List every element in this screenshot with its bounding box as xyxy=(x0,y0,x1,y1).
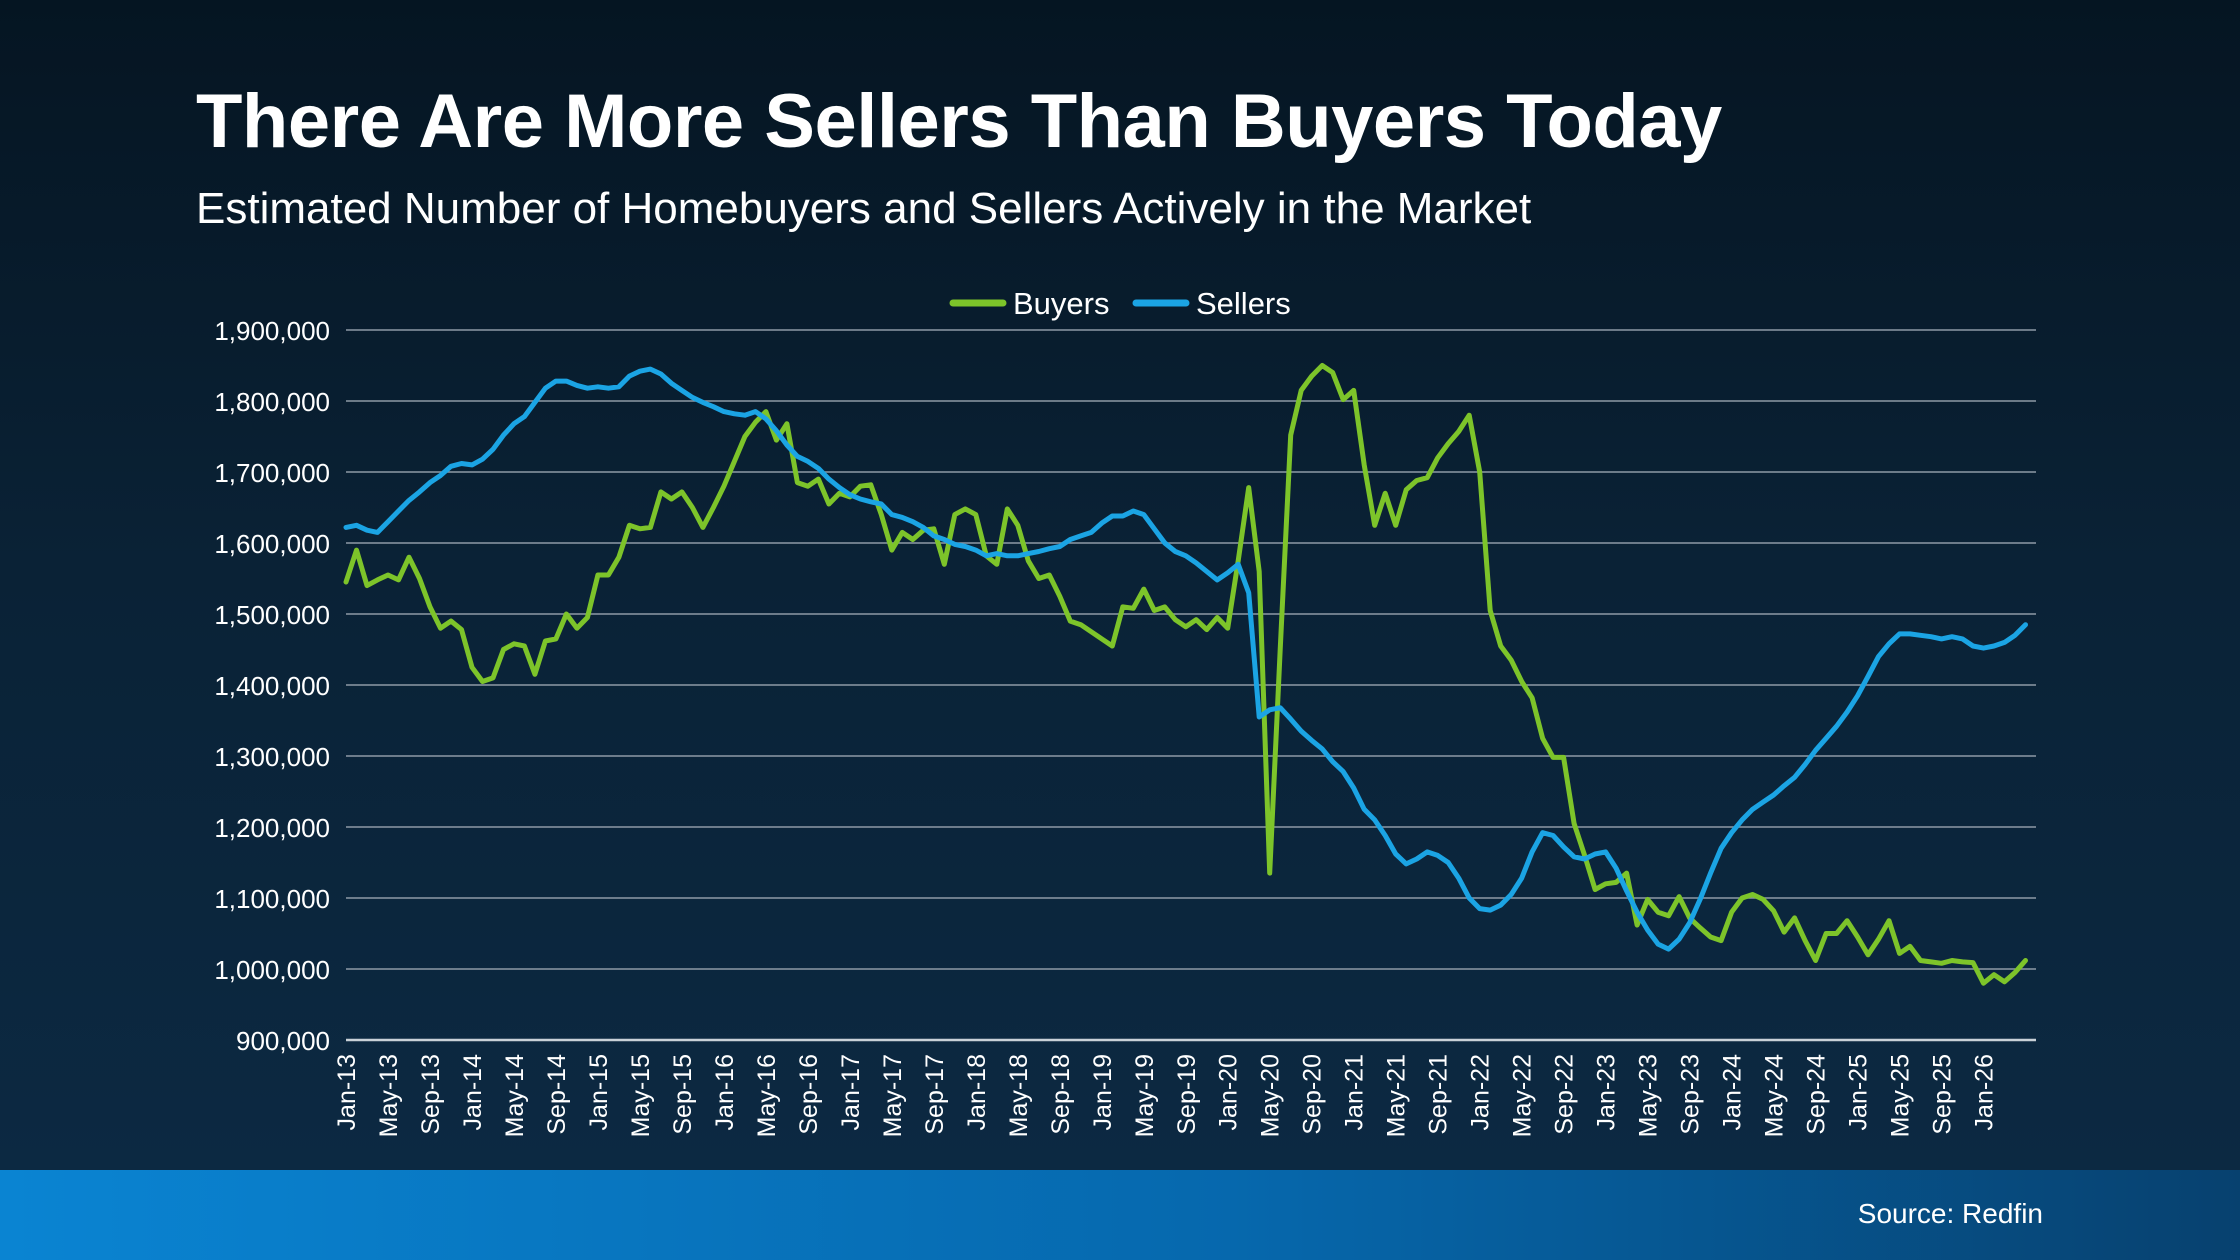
x-tick-label: May-18 xyxy=(1005,1054,1033,1137)
x-tick-label: Jan-21 xyxy=(1341,1054,1369,1130)
x-tick-label: May-21 xyxy=(1383,1054,1411,1137)
y-axis-tick-labels: 900,000 1,000,000 1,100,000 1,200,000 1,300,… xyxy=(214,316,330,1056)
x-tick-label: Jan-19 xyxy=(1089,1054,1117,1130)
y-tick-label: 1,400,000 xyxy=(214,671,330,701)
x-tick-label: Jan-13 xyxy=(333,1054,361,1130)
line-chart: 900,000 1,000,000 1,100,000 1,200,000 1,300,… xyxy=(214,286,2036,1137)
x-tick-label: May-20 xyxy=(1257,1054,1285,1137)
x-tick-label: May-24 xyxy=(1761,1054,1789,1137)
x-tick-label: Jan-17 xyxy=(837,1054,865,1130)
legend-label-sellers: Sellers xyxy=(1196,286,1291,321)
x-tick-label: Jan-23 xyxy=(1593,1054,1621,1130)
x-tick-label: May-22 xyxy=(1509,1054,1537,1137)
legend-label-buyers: Buyers xyxy=(1013,286,1109,321)
series-line-sellers xyxy=(343,366,2028,952)
page-subtitle: Estimated Number of Homebuyers and Selle… xyxy=(196,184,1532,233)
x-tick-label: Jan-22 xyxy=(1467,1054,1495,1130)
x-tick-label: Sep-18 xyxy=(1047,1054,1075,1135)
x-tick-label: Jan-14 xyxy=(459,1054,487,1131)
x-tick-label: Jan-18 xyxy=(963,1054,991,1130)
y-tick-label: 1,100,000 xyxy=(214,884,330,914)
x-tick-label: Jan-15 xyxy=(585,1054,613,1130)
x-axis-tick-labels: Jan-13 May-13 Sep-13 Jan-14 May-14 Sep-14 Jan-… xyxy=(333,1054,1999,1137)
page-title: There Are More Sellers Than Buyers Today xyxy=(196,79,1722,164)
y-tick-label: 1,700,000 xyxy=(214,458,330,488)
series-line-buyers xyxy=(343,363,2028,986)
y-tick-label: 1,200,000 xyxy=(214,813,330,843)
y-tick-label: 1,800,000 xyxy=(214,387,330,417)
x-tick-label: Jan-26 xyxy=(1971,1054,1999,1130)
y-tick-label: 900,000 xyxy=(236,1026,330,1056)
x-tick-label: Sep-15 xyxy=(669,1054,697,1135)
x-tick-label: May-14 xyxy=(501,1054,529,1137)
x-tick-label: Sep-14 xyxy=(543,1054,571,1135)
x-tick-label: Sep-25 xyxy=(1929,1054,1957,1135)
x-tick-label: Sep-19 xyxy=(1173,1054,1201,1135)
x-tick-label: Jan-25 xyxy=(1845,1054,1873,1130)
y-tick-label: 1,900,000 xyxy=(214,316,330,346)
y-tick-label: 1,300,000 xyxy=(214,742,330,772)
y-tick-label: 1,500,000 xyxy=(214,600,330,630)
x-tick-label: Jan-24 xyxy=(1719,1054,1747,1131)
x-tick-label: Sep-21 xyxy=(1425,1054,1453,1135)
x-tick-label: May-19 xyxy=(1131,1054,1159,1137)
x-tick-label: Sep-22 xyxy=(1551,1054,1579,1135)
x-tick-label: Sep-17 xyxy=(921,1054,949,1135)
x-tick-label: May-15 xyxy=(627,1054,655,1137)
x-tick-label: May-17 xyxy=(879,1054,907,1137)
x-tick-label: Sep-16 xyxy=(795,1054,823,1135)
y-tick-label: 1,000,000 xyxy=(214,955,330,985)
x-tick-label: Sep-20 xyxy=(1299,1054,1327,1135)
series-lines xyxy=(343,363,2028,986)
x-tick-label: Jan-16 xyxy=(711,1054,739,1130)
gridlines xyxy=(346,329,2036,1042)
footer-bar: Source: Redfin xyxy=(0,1170,2240,1260)
x-tick-label: Jan-20 xyxy=(1215,1054,1243,1130)
x-tick-label: Sep-23 xyxy=(1677,1054,1705,1135)
x-tick-label: May-13 xyxy=(375,1054,403,1137)
x-tick-label: Sep-24 xyxy=(1803,1054,1831,1135)
x-tick-label: May-23 xyxy=(1635,1054,1663,1137)
x-tick-label: May-25 xyxy=(1887,1054,1915,1137)
legend: Buyers Sellers xyxy=(949,286,1291,321)
source-note: Source: Redfin xyxy=(1857,1198,2043,1229)
x-tick-label: May-16 xyxy=(753,1054,781,1137)
x-tick-label: Sep-13 xyxy=(417,1054,445,1135)
y-tick-label: 1,600,000 xyxy=(214,529,330,559)
